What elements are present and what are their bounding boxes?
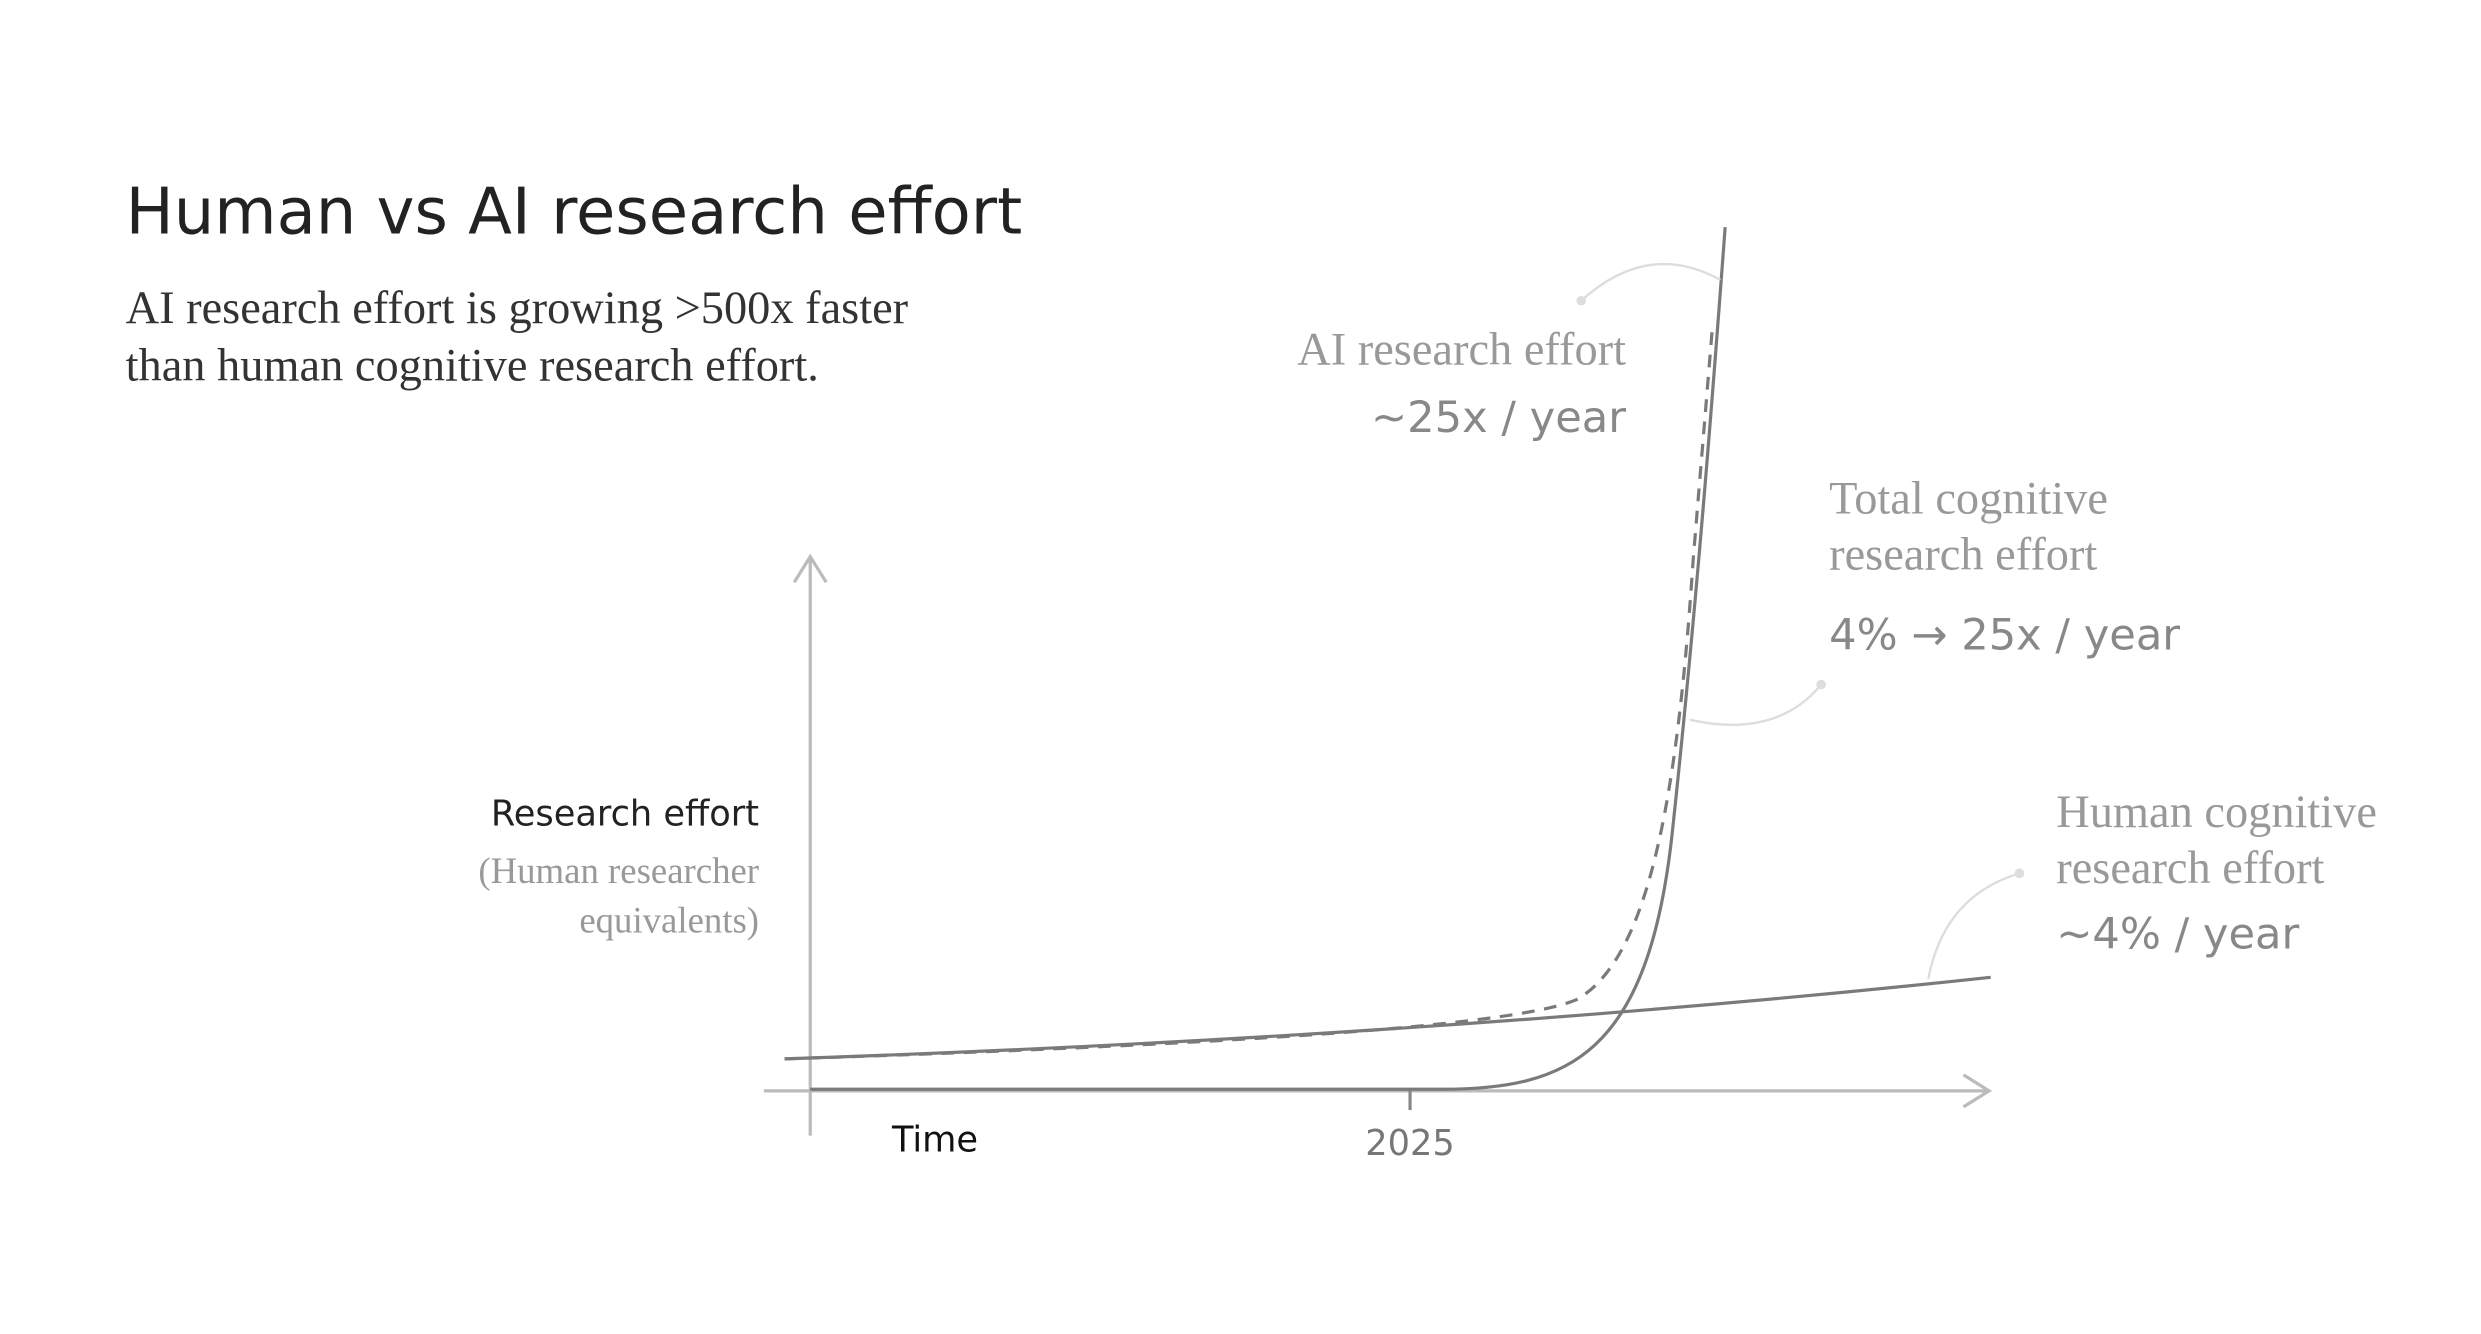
connector [1927, 872, 2020, 980]
subtitle: than human cognitive research effort. [126, 341, 819, 392]
subtitle: AI research effort is growing >500x fast… [126, 283, 909, 334]
y-sublabel: (Human researcher [478, 850, 759, 891]
annotation-name: Human cognitive [2056, 787, 2377, 838]
dot [1816, 679, 1826, 690]
annotation-rate: ~25x / year [1371, 393, 1626, 443]
curves [784, 227, 1991, 1091]
y-axis [792, 553, 828, 1136]
annotation-rate: 4% → 25x / year [1829, 610, 2180, 660]
connectors [1580, 262, 2020, 980]
axes [763, 553, 1993, 1136]
total-curve [784, 327, 1714, 1061]
x-label: Time [891, 1120, 978, 1161]
annotation-name: research effort [2056, 843, 2324, 894]
dot [1576, 295, 1586, 306]
annotation-name: research effort [1829, 529, 2097, 580]
annotation-name: AI research effort [1297, 325, 1626, 376]
y-label: Research effort [491, 793, 759, 834]
connector [1580, 262, 1721, 302]
connector-dots [1576, 295, 2025, 879]
ai-curve [810, 227, 1727, 1091]
annotation-rate: ~4% / year [2056, 910, 2299, 960]
title: Human vs AI research effort [126, 176, 1023, 250]
annotation-name: Total cognitive [1829, 473, 2108, 524]
connector [1689, 683, 1823, 726]
x-tick-label: 2025 [1365, 1123, 1455, 1164]
dot [2014, 868, 2025, 879]
y-sublabel: equivalents) [579, 900, 759, 941]
human-curve [784, 975, 1991, 1061]
